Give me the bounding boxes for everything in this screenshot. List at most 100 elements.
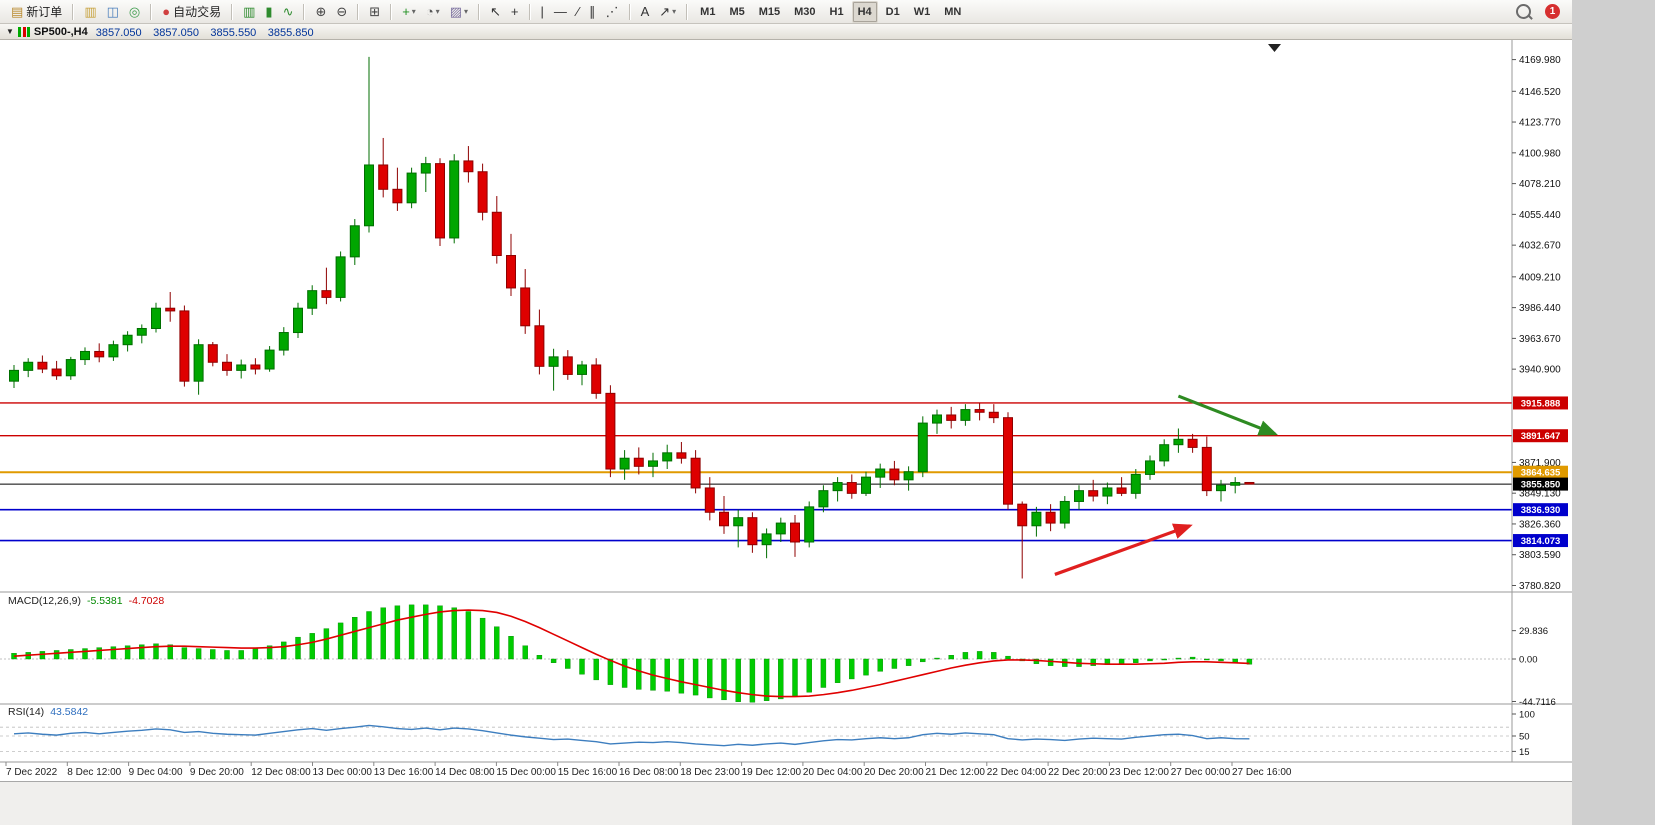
svg-text:22 Dec 20:00: 22 Dec 20:00 [1048,767,1108,778]
trading-app-window: 4169.980 4146.520 4123.770 4100.980 4078.210… [0,0,1572,825]
navigator-icon[interactable]: ◎ [125,1,144,23]
svg-text:4169.980: 4169.980 [1519,55,1561,66]
price-axis: 4169.980 4146.520 4123.770 4100.980 4078.210… [1512,55,1561,592]
channel-button[interactable]: ∥ [585,1,600,23]
candlestick-chart-icon: ▮ [265,3,273,19]
toolbar-separator [390,3,393,20]
price-line-label-3891.647: 3891.647 [1513,429,1568,443]
auto-trading-button[interactable]: ● 自动交易 [158,1,225,23]
text-button[interactable]: A [637,1,654,23]
fibonacci-button[interactable]: ⋰ [602,1,623,23]
chart-shift-marker[interactable] [1268,44,1281,52]
horizontal-line-button[interactable]: — [550,1,571,23]
svg-text:13 Dec 00:00: 13 Dec 00:00 [313,767,373,778]
svg-text:3836.930: 3836.930 [1521,505,1561,516]
new-order-button-label: 新订单 [26,5,63,19]
ohlc-open: 3857.050 [95,26,142,39]
cursor-icon: ↖ [490,3,501,19]
zoom-out-icon: ⊖ [336,3,348,19]
svg-text:15 Dec 16:00: 15 Dec 16:00 [558,767,618,778]
svg-text:3986.440: 3986.440 [1519,303,1561,314]
trendline-button[interactable]: ∕ [573,1,583,23]
crosshair-button[interactable]: + [507,1,523,23]
timeframe-m30-button[interactable]: M30 [794,5,816,18]
candlestick-chart-button[interactable]: ▮ [261,1,276,23]
tile-windows-button[interactable]: ⊞ [365,1,384,23]
new-order-icon: ▤ [11,3,24,19]
svg-text:29.836: 29.836 [1519,626,1548,637]
svg-text:12 Dec 08:00: 12 Dec 08:00 [251,767,311,778]
price-line-label-3915.888: 3915.888 [1513,396,1568,410]
cursor-button[interactable]: ↖ [486,1,505,23]
svg-text:15 Dec 00:00: 15 Dec 00:00 [496,767,556,778]
chart-titlebar: ▼ SP500-,H4 3857.050 3857.050 3855.550 3… [0,24,1572,40]
status-strip [0,781,1572,825]
svg-text:3803.590: 3803.590 [1519,550,1561,561]
svg-text:16 Dec 08:00: 16 Dec 08:00 [619,767,679,778]
timeframe-h4-button[interactable]: H4 [851,0,878,23]
svg-text:-44.7116: -44.7116 [1519,697,1556,708]
arrows-button[interactable]: ↗ ▾ [655,1,680,23]
crosshair-icon: + [510,3,519,19]
navigator-icon-icon: ◎ [128,3,141,19]
svg-text:3963.670: 3963.670 [1519,334,1561,345]
arrow-annotation[interactable] [1177,394,1278,436]
timeframe-w1-button[interactable]: W1 [913,5,931,18]
price-line-label-3855.850: 3855.850 [1513,477,1568,491]
timeframe-mn-button[interactable]: MN [944,5,962,18]
charts-icon[interactable]: ▥ [80,1,100,23]
toolbar-separator [478,3,480,20]
chevron-down-icon: ▾ [435,7,440,16]
auto-trading-button-label: 自动交易 [173,5,222,19]
chart-window-icon [17,26,30,37]
toolbar-separator [686,3,689,20]
rsi-axis: 100 50 15 [1512,710,1535,758]
templates-button[interactable]: ▨ ▾ [446,1,472,23]
market-watch-icon[interactable]: ◫ [103,1,123,23]
svg-text:4009.210: 4009.210 [1519,272,1561,283]
notification-badge[interactable]: 1 [1545,4,1560,19]
line-chart-icon: ∿ [282,3,294,19]
arrow-annotation[interactable] [1054,523,1193,576]
svg-text:50: 50 [1519,732,1530,743]
svg-text:23 Dec 12:00: 23 Dec 12:00 [1109,767,1169,778]
bar-chart-icon: ▥ [243,3,256,19]
chart-menu-icon[interactable]: ▼ [6,27,14,36]
search-icon[interactable] [1516,4,1531,19]
ohlc-high: 3857.050 [153,26,199,39]
periods-button[interactable]: ◔ ▾ [422,1,444,23]
indicators-button[interactable]: + ▾ [398,1,420,23]
zoom-out-button[interactable]: ⊖ [332,1,351,23]
timeframe-h1-button[interactable]: H1 [829,5,844,18]
timeframe-m15-button[interactable]: M15 [758,5,781,18]
toolbar-separator [357,3,360,20]
zoom-in-button[interactable]: ⊕ [311,1,330,23]
chart-symbol-period: SP500-,H4 [33,25,88,38]
svg-text:100: 100 [1519,710,1535,721]
svg-text:3855.850: 3855.850 [1521,480,1561,491]
periods-icon: ◔ [425,3,434,19]
toolbar-separator [231,3,234,20]
svg-text:0.00: 0.00 [1519,655,1538,666]
main-toolbar: ▤ 新订单 ▥ ◫ ◎ ● 自动交易 ▥ ▮ ∿ ⊕ ⊖ ⊞ + ▾ ◔ ▾ ▨ ▾ ↖ + | — ∕ ∥ ⋰ A ↗ ▾ M1 M5 M1… [0,0,1572,24]
svg-text:19 Dec 12:00: 19 Dec 12:00 [742,767,802,778]
svg-text:13 Dec 16:00: 13 Dec 16:00 [374,767,434,778]
svg-text:3940.900: 3940.900 [1519,365,1561,376]
chevron-down-icon: ▾ [411,7,416,16]
line-chart-button[interactable]: ∿ [279,1,298,23]
bar-chart-button[interactable]: ▥ [239,1,259,23]
svg-text:20 Dec 04:00: 20 Dec 04:00 [803,767,863,778]
svg-text:15: 15 [1519,747,1530,758]
svg-text:27 Dec 16:00: 27 Dec 16:00 [1232,767,1292,778]
svg-text:22 Dec 04:00: 22 Dec 04:00 [987,767,1047,778]
timeframe-d1-button[interactable]: D1 [885,5,900,18]
indicators-icon: + [402,3,410,19]
macd-signal-line [13,609,1250,698]
timeframe-m5-button[interactable]: M5 [729,5,745,18]
arrows-icon: ↗ [659,3,671,19]
svg-text:3814.073: 3814.073 [1521,536,1561,547]
new-order-button[interactable]: ▤ 新订单 [7,1,66,23]
timeframe-m1-button[interactable]: M1 [700,5,716,18]
vertical-line-button[interactable]: | [537,1,548,23]
chevron-down-icon: ▾ [463,7,468,16]
